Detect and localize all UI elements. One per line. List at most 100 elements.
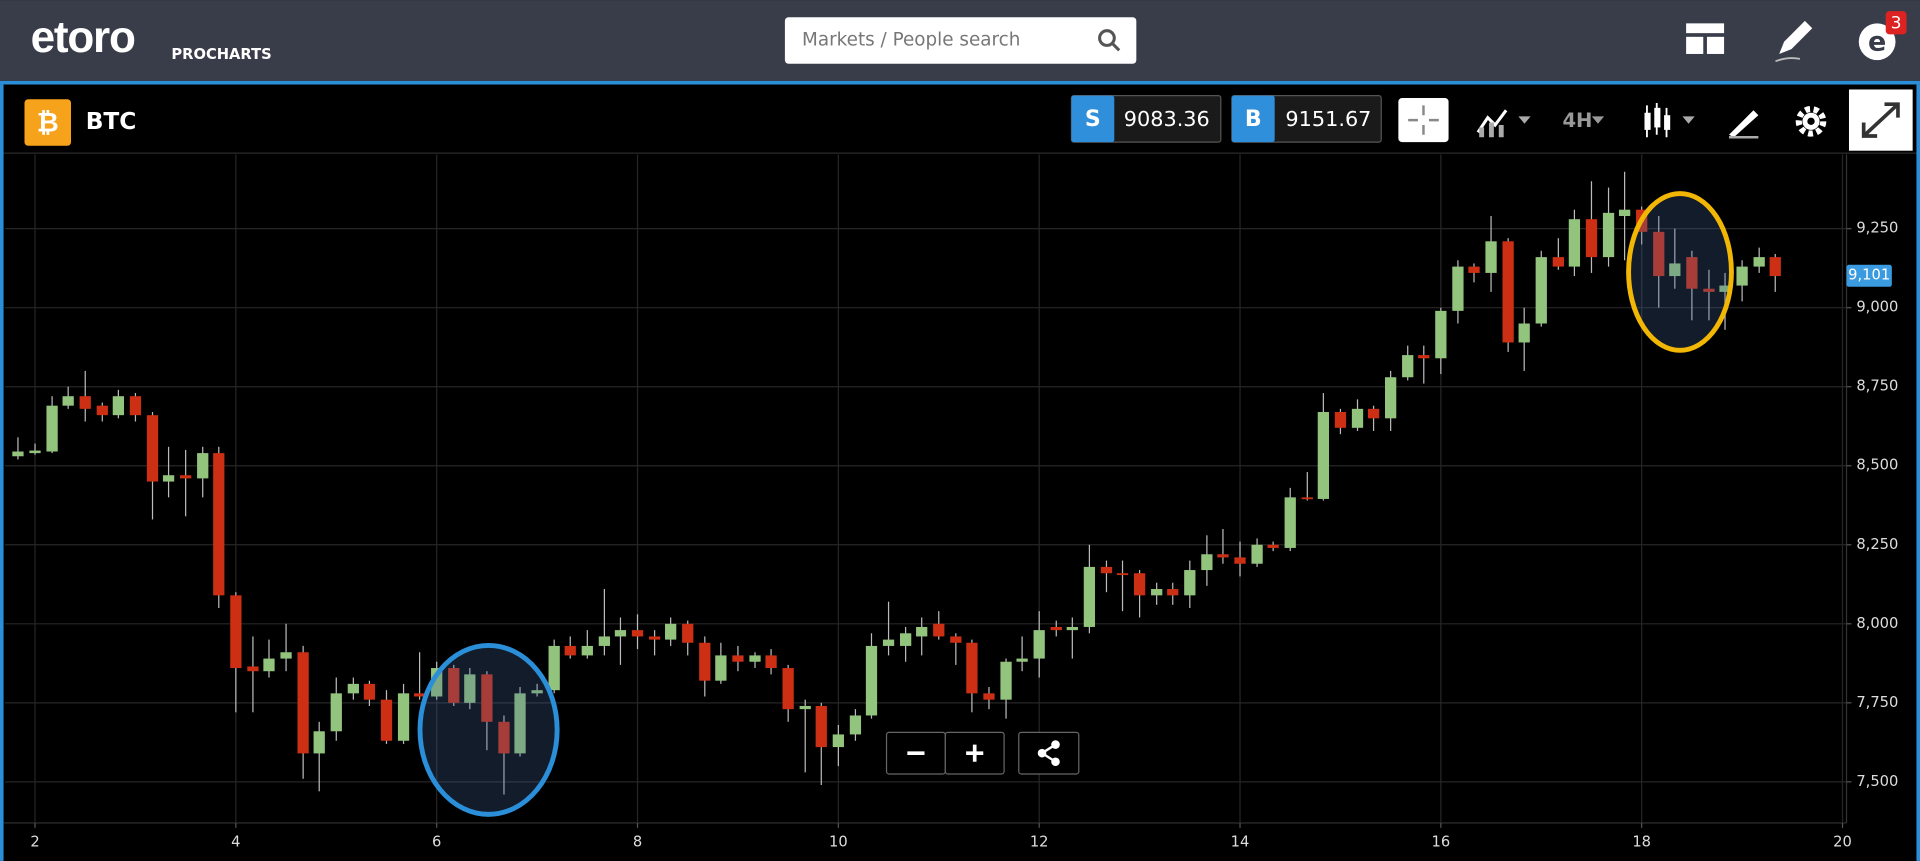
y-tick-label: 8,500: [1856, 457, 1898, 474]
candle-body: [1267, 544, 1279, 548]
drawing-button[interactable]: [1728, 110, 1759, 139]
candle-body: [1468, 266, 1480, 273]
x-tick-label: 18: [1632, 834, 1651, 851]
candle-body: [112, 396, 125, 416]
buy-price: 9151.67: [1285, 107, 1371, 131]
candle-body: [397, 693, 410, 741]
candle-body: [598, 636, 611, 646]
candle-body: [631, 630, 644, 637]
y-tick-label: 8,000: [1856, 615, 1898, 632]
candle-body: [1452, 266, 1464, 311]
x-tick-label: 10: [829, 834, 848, 851]
candle-body: [498, 721, 510, 754]
candle-body: [1184, 570, 1196, 596]
candle-body: [1301, 497, 1313, 500]
crosshair-button[interactable]: [1398, 98, 1449, 143]
timeframe-caret: [1591, 116, 1605, 124]
candle-body: [1719, 285, 1731, 292]
candle-body: [1251, 544, 1263, 564]
candle-body: [1485, 241, 1497, 273]
badge-count: 3: [1891, 13, 1902, 33]
candle-body: [1669, 263, 1681, 277]
candle-body: [1066, 626, 1078, 631]
y-tick-label: 8,750: [1856, 378, 1898, 395]
candle-body: [1703, 288, 1715, 292]
zoom-out-button[interactable]: [885, 731, 946, 775]
layout-icon[interactable]: [1686, 23, 1725, 54]
candle-body: [899, 633, 912, 646]
settings-button[interactable]: [1795, 106, 1827, 137]
candle-body: [1116, 573, 1129, 576]
chart-type-button[interactable]: [1644, 102, 1695, 138]
candle-body: [1535, 257, 1547, 324]
candle-body: [1167, 589, 1179, 596]
panel-right-border: [1916, 84, 1920, 861]
candle-body: [1133, 573, 1146, 596]
candle-body: [749, 655, 761, 662]
candle-body: [1334, 412, 1347, 428]
grid: [4, 154, 1852, 828]
fullscreen-button[interactable]: [1848, 89, 1913, 151]
product-name: PROCHARTS: [171, 46, 271, 63]
candle-body: [682, 623, 694, 643]
avatar[interactable]: e 3: [1858, 11, 1907, 61]
buy-button[interactable]: B 9151.67: [1231, 94, 1382, 143]
candle-body: [247, 666, 259, 672]
candle-body: [983, 693, 995, 700]
timeframe[interactable]: 4H: [1562, 109, 1592, 132]
candle-body: [1050, 626, 1062, 631]
candle-body: [815, 705, 827, 748]
candle-body: [280, 652, 292, 659]
candle-body: [1435, 310, 1447, 359]
candle-body: [347, 683, 359, 694]
y-tick-label: 9,250: [1856, 220, 1898, 237]
candle-body: [62, 396, 74, 406]
candle-body: [230, 595, 242, 669]
y-tick-label: 9,000: [1856, 299, 1898, 316]
instrument-symbol: BTC: [86, 108, 137, 135]
y-tick-label: 8,250: [1856, 536, 1898, 553]
zoom-in-button[interactable]: [944, 731, 1005, 775]
search-icon[interactable]: [1098, 29, 1121, 52]
candle-body: [1317, 412, 1329, 499]
search-box[interactable]: [784, 17, 1137, 64]
candle-body: [1284, 497, 1296, 548]
candle-body: [1100, 566, 1113, 574]
share-button[interactable]: [1018, 731, 1080, 775]
candle-body: [1083, 566, 1096, 627]
candle-body: [1769, 257, 1781, 277]
candle-body: [1502, 241, 1514, 343]
candle-body: [933, 623, 945, 637]
candle-body: [413, 693, 426, 697]
highlight-ellipse-yellow: [1626, 191, 1734, 353]
avatar-letter: e: [1868, 26, 1886, 57]
candle-body: [715, 655, 727, 681]
candle-body: [1201, 554, 1213, 571]
x-tick-label: 4: [231, 834, 240, 851]
candle-body: [12, 451, 24, 457]
candle-body: [1736, 266, 1748, 286]
instrument-icon: [24, 99, 72, 146]
sell-button[interactable]: S 9083.36: [1070, 94, 1222, 143]
candle-body: [1016, 658, 1028, 662]
candle-body: [1753, 257, 1765, 267]
last-price-marker: [1846, 264, 1892, 287]
candle-body: [263, 658, 275, 672]
sell-label: S: [1085, 107, 1101, 132]
candle-body: [732, 655, 744, 662]
candle-body: [1585, 219, 1598, 258]
candle-body: [1568, 219, 1581, 267]
candle-body: [46, 405, 58, 452]
candle-body: [1686, 257, 1698, 289]
indicators-button[interactable]: [1476, 109, 1531, 138]
candle-body: [799, 705, 811, 710]
x-tick-label: 2: [30, 834, 39, 851]
edit-icon[interactable]: [1775, 20, 1813, 63]
candle-body: [1367, 408, 1380, 419]
logo[interactable]: etoro: [31, 13, 137, 62]
candle-body: [531, 690, 543, 694]
search-placeholder: Markets / People search: [802, 30, 1020, 51]
candle-body: [514, 693, 526, 754]
candle-body: [380, 699, 393, 741]
